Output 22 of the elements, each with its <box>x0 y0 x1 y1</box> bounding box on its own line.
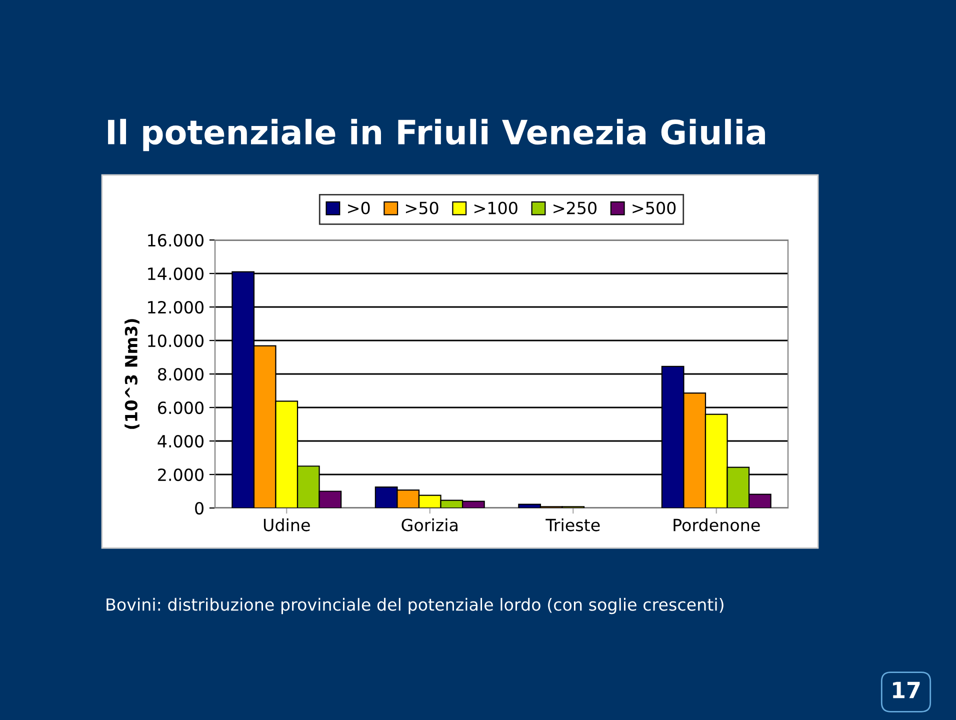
y-tick-label: 10.000 <box>148 334 204 348</box>
legend-label: >0 <box>348 202 370 214</box>
x-tick-label: Pordenone <box>674 518 760 532</box>
y-tick-label: 0 <box>195 502 204 515</box>
x-tick-label: Trieste <box>546 518 600 532</box>
y-tick-label: 16.000 <box>148 234 204 247</box>
text: 17 <box>893 682 920 698</box>
y-tick-label: 8.000 <box>158 368 204 381</box>
legend-label: >500 <box>632 202 676 214</box>
y-tick-label: 14.000 <box>148 267 204 280</box>
legend-label: >50 <box>406 202 438 214</box>
y-tick-label: 12.000 <box>148 300 204 314</box>
y-tick-label: 2.000 <box>158 468 204 482</box>
legend-label: >250 <box>554 202 596 214</box>
legend-label: >100 <box>474 202 518 214</box>
x-tick-label: Gorizia <box>402 518 458 532</box>
y-tick-label: 4.000 <box>158 434 204 448</box>
y-axis-title: (10^3 Nm3) <box>124 319 140 429</box>
y-tick-label: 6.000 <box>158 401 204 414</box>
x-tick-label: Udine <box>264 518 310 532</box>
text: Bovini: distribuzione provinciale del potenziale lordo (con soglie crescenti) <box>106 598 724 614</box>
chart-title: Il potenziale in Friuli Venezia Giulia <box>108 118 765 152</box>
